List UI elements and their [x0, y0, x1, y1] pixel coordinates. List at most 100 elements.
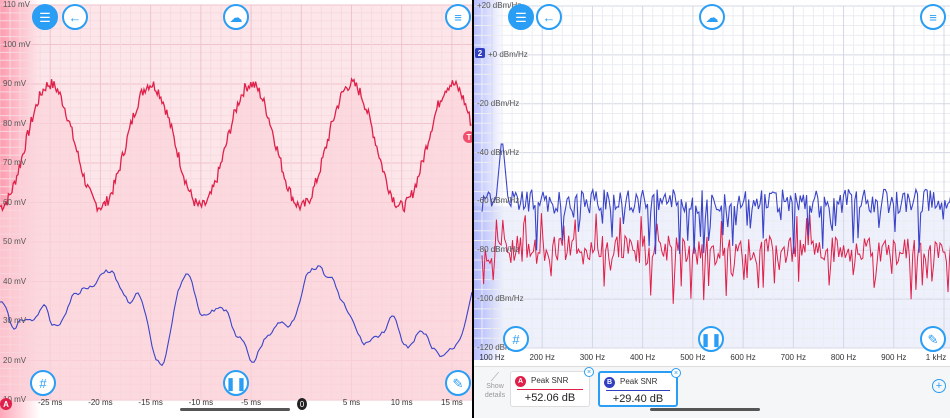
y-tick-label: +20 dBm/Hz [477, 1, 522, 10]
close-icon: × [673, 369, 679, 377]
back-arrow-icon: ← [542, 9, 556, 25]
spectrum-pane: +20 dBm/Hz +0 dBm/Hz -20 dBm/Hz -40 dBm/Hz -… [474, 0, 950, 418]
y-tick-label: 90 mV [3, 79, 27, 88]
y-tick-label: -100 dBm/Hz [477, 294, 524, 304]
snr-value-a: +52.06 dB [524, 392, 576, 404]
x-tick-label: -5 ms [241, 398, 262, 407]
snr-card-a[interactable]: A Peak SNR +52.06 dB × [510, 367, 594, 407]
channel-a-swatch [517, 389, 583, 390]
settings-button[interactable]: ≡ [445, 4, 471, 30]
show-details-button[interactable]: ⟋ Show details [480, 370, 510, 400]
home-indicator-left [180, 408, 290, 411]
chart-line-icon: ⟋ [490, 370, 500, 384]
grid-button-right[interactable]: # [503, 326, 529, 352]
noise-floor-area [474, 206, 950, 348]
grid-button[interactable]: # [30, 370, 56, 396]
y-tick-label: -20 dBm/Hz [477, 98, 520, 108]
pane-divider[interactable] [472, 0, 474, 418]
menu-icon: ☰ [515, 9, 527, 25]
snr-card-b[interactable]: B Peak SNR +29.40 dB × [598, 368, 681, 407]
plus-icon: + [935, 380, 943, 392]
y-tick-label: -60 dBm/Hz [477, 196, 520, 206]
series-b-spectrum [481, 143, 950, 255]
close-card-a-button[interactable]: × [584, 367, 594, 377]
menu-button-right[interactable]: ☰ [508, 4, 534, 30]
pause-icon: ❚❚ [700, 331, 722, 347]
edit-button[interactable]: ✎ [445, 370, 471, 396]
x-tick-label: 15 ms [441, 398, 463, 407]
menu-button[interactable]: ☰ [32, 4, 58, 30]
x-tick-label: 900 Hz [881, 353, 907, 362]
close-card-b-button[interactable]: × [671, 368, 681, 378]
series-b-line [0, 265, 472, 367]
pause-button-right[interactable]: ❚❚ [698, 326, 724, 352]
sliders-icon: ≡ [929, 9, 937, 25]
y-tick-label: 30 mV [3, 316, 27, 325]
spectrum-chart [474, 0, 950, 418]
x-tick-label: 800 Hz [830, 353, 857, 362]
y-tick-label: 60 mV [3, 197, 27, 207]
y-tick-label: 40 mV [3, 276, 27, 286]
close-icon: × [586, 368, 592, 376]
menu-icon: ☰ [39, 9, 51, 25]
pencil-icon: ✎ [927, 331, 939, 347]
y-tick-label: 110 mV [3, 0, 30, 9]
y-tick-label: -120 dBm/Hz [477, 343, 524, 352]
settings-button-right[interactable]: ≡ [920, 4, 946, 30]
back-arrow-icon: ← [68, 9, 82, 25]
trigger-marker[interactable]: T [463, 131, 472, 143]
back-button-right[interactable]: ← [536, 4, 562, 30]
grid-icon: # [512, 331, 520, 347]
snr-card-title: Peak SNR [531, 376, 569, 385]
show-details-label: Show details [484, 383, 506, 399]
x-tick-label: 300 Hz [579, 353, 606, 362]
back-button[interactable]: ← [62, 4, 88, 30]
channel-a-marker[interactable]: A [0, 398, 12, 410]
channel-b-swatch [606, 390, 670, 391]
y-tick-label: 70 mV [3, 158, 27, 167]
x-tick-label: 200 Hz [529, 353, 555, 362]
pause-button[interactable]: ❚❚ [223, 370, 249, 396]
x-tick-label: -20 ms [88, 398, 113, 407]
edit-button-right[interactable]: ✎ [920, 326, 946, 352]
upload-button[interactable]: ☁ [223, 4, 249, 30]
grid-icon: # [39, 375, 47, 391]
upload-button-right[interactable]: ☁ [699, 4, 725, 30]
x-tick-label: 10 ms [390, 398, 413, 407]
edge-fade [474, 0, 504, 360]
y-tick-label: 50 mV [3, 237, 27, 246]
y-tick-label: +0 dBm/Hz [488, 49, 528, 59]
x-tick-label: -10 ms [188, 398, 214, 407]
x-tick-label: -25 ms [37, 398, 63, 407]
cloud-upload-icon: ☁ [229, 9, 243, 25]
x-tick-label: 400 Hz [629, 353, 656, 362]
snr-card-title: Peak SNR [620, 377, 658, 386]
series-a-line [0, 77, 472, 214]
y-tick-label: -80 dBm/Hz [477, 245, 520, 255]
x-tick-label: 100 Hz [479, 353, 505, 362]
cloud-upload-icon: ☁ [705, 9, 719, 25]
pause-icon: ❚❚ [225, 375, 247, 391]
pencil-icon: ✎ [452, 375, 464, 391]
channel-a-badge: A [515, 376, 526, 387]
y-tick-label: -40 dBm/Hz [477, 147, 520, 157]
oscilloscope-chart [0, 0, 472, 418]
zero-time-marker[interactable]: 0 [297, 398, 307, 410]
x-tick-label: 5 ms [342, 398, 361, 407]
y-tick-label: 20 mV [3, 355, 27, 365]
x-tick-label: 1 kHz [925, 353, 947, 362]
snr-value-b: +29.40 dB [612, 393, 664, 405]
series-a-spectrum [481, 213, 950, 304]
channel-b-badge: B [604, 377, 615, 388]
x-tick-label: 700 Hz [780, 353, 807, 362]
y-tick-label: 10 mV [3, 395, 27, 404]
oscilloscope-pane: 110 mV 100 mV 90 mV 80 mV 70 mV 60 mV 50 mV 40 … [0, 0, 472, 418]
x-tick-label: 600 Hz [730, 353, 756, 362]
add-measurement-button[interactable]: + [932, 379, 946, 393]
home-indicator-right [650, 408, 760, 411]
y-tick-label: 100 mV [3, 39, 31, 49]
channel-b-marker[interactable]: 2 [475, 48, 485, 58]
series-a-fill [0, 79, 472, 400]
y-tick-label: 80 mV [3, 118, 27, 128]
x-tick-label: 500 Hz [680, 353, 706, 362]
